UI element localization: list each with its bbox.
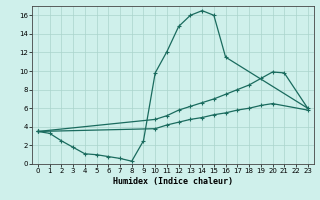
X-axis label: Humidex (Indice chaleur): Humidex (Indice chaleur) [113, 177, 233, 186]
